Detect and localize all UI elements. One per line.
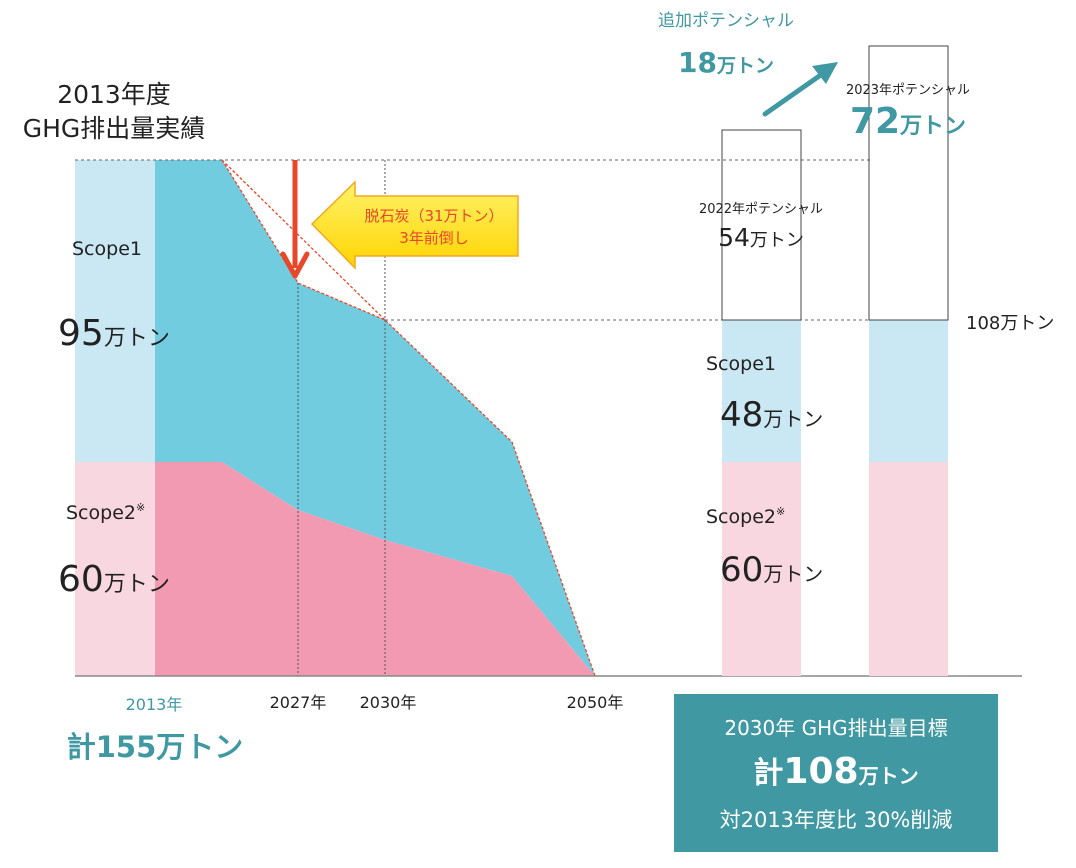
baseline-scope2-bar [75, 462, 155, 676]
target-box-line2: 計108万トン [753, 751, 918, 792]
additional-potential-arrow [762, 62, 838, 117]
baseline-scope2-label: Scope2※ [66, 501, 145, 524]
potential-2022-value: 54万トン [718, 223, 804, 252]
baseline-scope1-label: Scope1 [72, 238, 142, 260]
baseline-scope1-bar [75, 160, 155, 462]
coal-callout-line1: 脱石炭（31万トン） [364, 207, 503, 225]
bar2022-scope1 [722, 320, 801, 462]
additional-potential-label: 追加ポテンシャル [658, 11, 794, 31]
scope1-area [155, 160, 595, 676]
target-box [674, 694, 998, 852]
bar-scope2-value: 60万トン [720, 550, 823, 590]
x-tick-2013: 2013年 [126, 695, 183, 714]
potential-2022-label: 2022年ポテンシャル [699, 202, 823, 217]
coal-phaseout-arrow [280, 160, 310, 279]
target-box-line1: 2030年 GHG排出量目標 [724, 716, 947, 740]
scope2-area [155, 462, 595, 676]
coal-callout-line2: 3年前倒し [399, 229, 469, 247]
bar-scope1-value: 48万トン [720, 395, 823, 435]
bar2022-potential-box [721, 129, 802, 321]
bar2022-scope2 [722, 462, 801, 676]
x-tick-2027: 2027年 [270, 693, 327, 712]
chart-title-line1: 2013年度 [57, 80, 171, 109]
target-box-line3: 対2013年度比 30%削減 [720, 808, 953, 832]
bar2023-potential-box [868, 45, 949, 321]
original-pathway-line [221, 159, 386, 321]
x-tick-2050: 2050年 [567, 693, 624, 712]
bar-scope2-label: Scope2※ [706, 505, 785, 528]
x-tick-2030: 2030年 [360, 693, 417, 712]
bar-scope1-label: Scope1 [706, 353, 776, 375]
potential-2023-value: 72万トン [850, 101, 966, 142]
bar2023-scope2 [869, 462, 948, 676]
baseline-total-label: 計155万トン [67, 730, 244, 764]
baseline-scope2-value: 60万トン [58, 559, 170, 600]
bar2023-scope1 [869, 320, 948, 462]
target-level-label: 108万トン [966, 313, 1054, 334]
chart-title-line2: GHG排出量実績 [23, 114, 206, 143]
potential-2023-label: 2023年ポテンシャル [846, 83, 970, 98]
baseline-scope1-value: 95万トン [58, 313, 170, 354]
additional-potential-value: 18万トン [678, 46, 774, 79]
pathway-line [221, 159, 596, 677]
coal-callout-arrow [310, 180, 519, 270]
